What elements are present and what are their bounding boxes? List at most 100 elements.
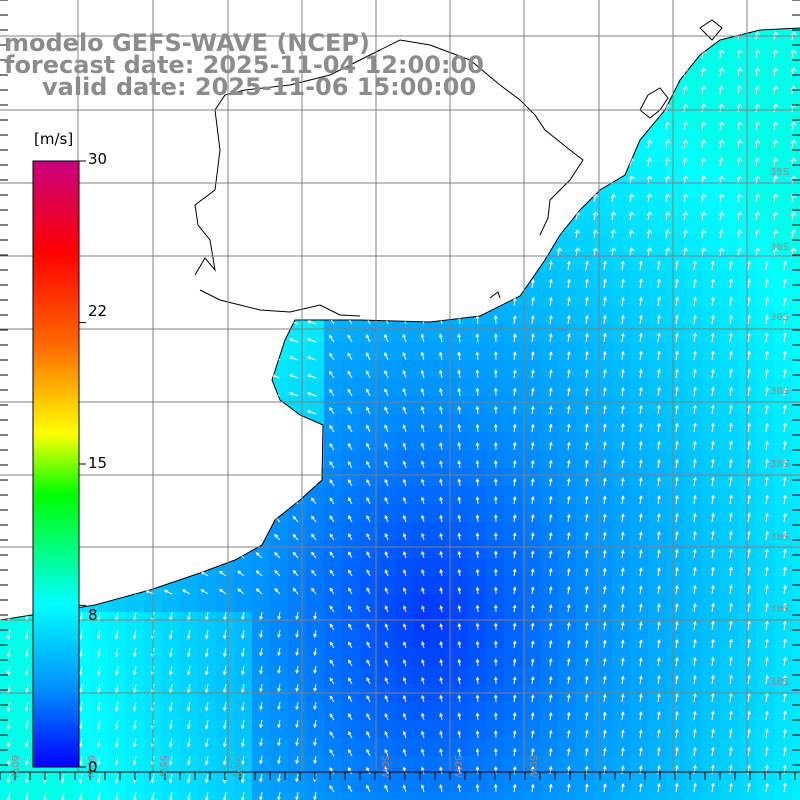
sea-cell — [0, 666, 19, 685]
sea-cell — [342, 414, 361, 433]
sea-cell — [270, 666, 289, 685]
sea-cell — [558, 450, 577, 469]
sea-cell — [756, 360, 775, 379]
sea-cell — [378, 792, 397, 800]
sea-cell — [630, 612, 649, 631]
sea-cell — [594, 594, 613, 613]
sea-cell — [522, 648, 541, 667]
sea-cell — [504, 486, 523, 505]
sea-cell — [486, 558, 505, 577]
sea-cell — [702, 180, 721, 199]
sea-cell — [576, 774, 595, 793]
sea-cell — [540, 270, 559, 289]
sea-cell — [792, 342, 800, 361]
sea-cell — [522, 522, 541, 541]
sea-cell — [468, 450, 487, 469]
sea-cell — [612, 198, 631, 217]
sea-cell — [342, 612, 361, 631]
sea-cell — [666, 126, 685, 145]
sea-cell — [702, 288, 721, 307]
wind-arrow — [783, 296, 787, 307]
sea-cell — [432, 612, 451, 631]
sea-cell — [774, 72, 793, 91]
sea-cell — [162, 648, 181, 667]
sea-cell — [540, 756, 559, 775]
sea-cell — [414, 558, 433, 577]
sea-cell — [396, 774, 415, 793]
sea-cell — [756, 756, 775, 775]
sea-cell — [576, 558, 595, 577]
sea-cell — [270, 774, 289, 793]
sea-cell — [378, 648, 397, 667]
sea-cell — [486, 576, 505, 595]
sea-cell — [450, 486, 469, 505]
sea-cell — [702, 540, 721, 559]
sea-cell — [396, 558, 415, 577]
sea-cell — [594, 468, 613, 487]
wind-arrow — [475, 369, 480, 379]
sea-cell — [414, 756, 433, 775]
latitude-label: 38S — [770, 167, 789, 178]
sea-cell — [594, 432, 613, 451]
sea-cell — [684, 378, 703, 397]
sea-cell — [648, 666, 667, 685]
sea-cell — [774, 414, 793, 433]
wind-arrow — [475, 333, 480, 343]
sea-cell — [630, 378, 649, 397]
sea-cell — [558, 630, 577, 649]
sea-cell — [630, 468, 649, 487]
sea-cell — [378, 432, 397, 451]
sea-cell — [522, 468, 541, 487]
sea-cell — [198, 594, 217, 613]
sea-cell — [576, 738, 595, 757]
sea-cell — [684, 234, 703, 253]
wind-arrow — [657, 260, 661, 271]
wind-arrow — [711, 350, 715, 361]
sea-cell — [360, 396, 379, 415]
sea-cell — [486, 612, 505, 631]
sea-cell — [576, 504, 595, 523]
sea-cell — [666, 306, 685, 325]
sea-cell — [756, 666, 775, 685]
sea-cell — [396, 414, 415, 433]
sea-cell — [702, 72, 721, 91]
sea-cell — [306, 720, 325, 739]
sea-cell — [702, 324, 721, 343]
sea-cell — [666, 342, 685, 361]
sea-cell — [684, 468, 703, 487]
sea-cell — [720, 486, 739, 505]
wind-arrow — [783, 260, 787, 271]
sea-cell — [774, 216, 793, 235]
wind-arrow — [603, 368, 607, 379]
sea-cell — [504, 540, 523, 559]
sea-cell — [396, 432, 415, 451]
sea-cell — [558, 306, 577, 325]
colorbar-label-15: 15 — [88, 454, 108, 472]
colorbar-label-22: 22 — [88, 302, 108, 320]
sea-cell — [756, 594, 775, 613]
sea-cell — [576, 306, 595, 325]
sea-cell — [648, 162, 667, 181]
wind-arrow — [512, 333, 517, 343]
sea-cell — [450, 504, 469, 523]
wind-arrow — [567, 260, 571, 271]
wind-arrow — [747, 314, 751, 325]
sea-cell — [414, 648, 433, 667]
sea-cell — [18, 702, 37, 721]
wind-arrow — [711, 332, 715, 343]
sea-cell — [774, 198, 793, 217]
longitude-label: 50W — [527, 755, 538, 778]
sea-cell — [666, 558, 685, 577]
sea-cell — [792, 90, 800, 109]
sea-cell — [504, 648, 523, 667]
sea-cell — [432, 378, 451, 397]
sea-cell — [702, 90, 721, 109]
sea-cell — [432, 342, 451, 361]
sea-cell — [594, 738, 613, 757]
sea-cell — [360, 630, 379, 649]
sea-cell — [576, 702, 595, 721]
colorbar — [32, 160, 80, 768]
sea-cell — [756, 522, 775, 541]
sea-cell — [324, 540, 343, 559]
sea-cell — [594, 666, 613, 685]
